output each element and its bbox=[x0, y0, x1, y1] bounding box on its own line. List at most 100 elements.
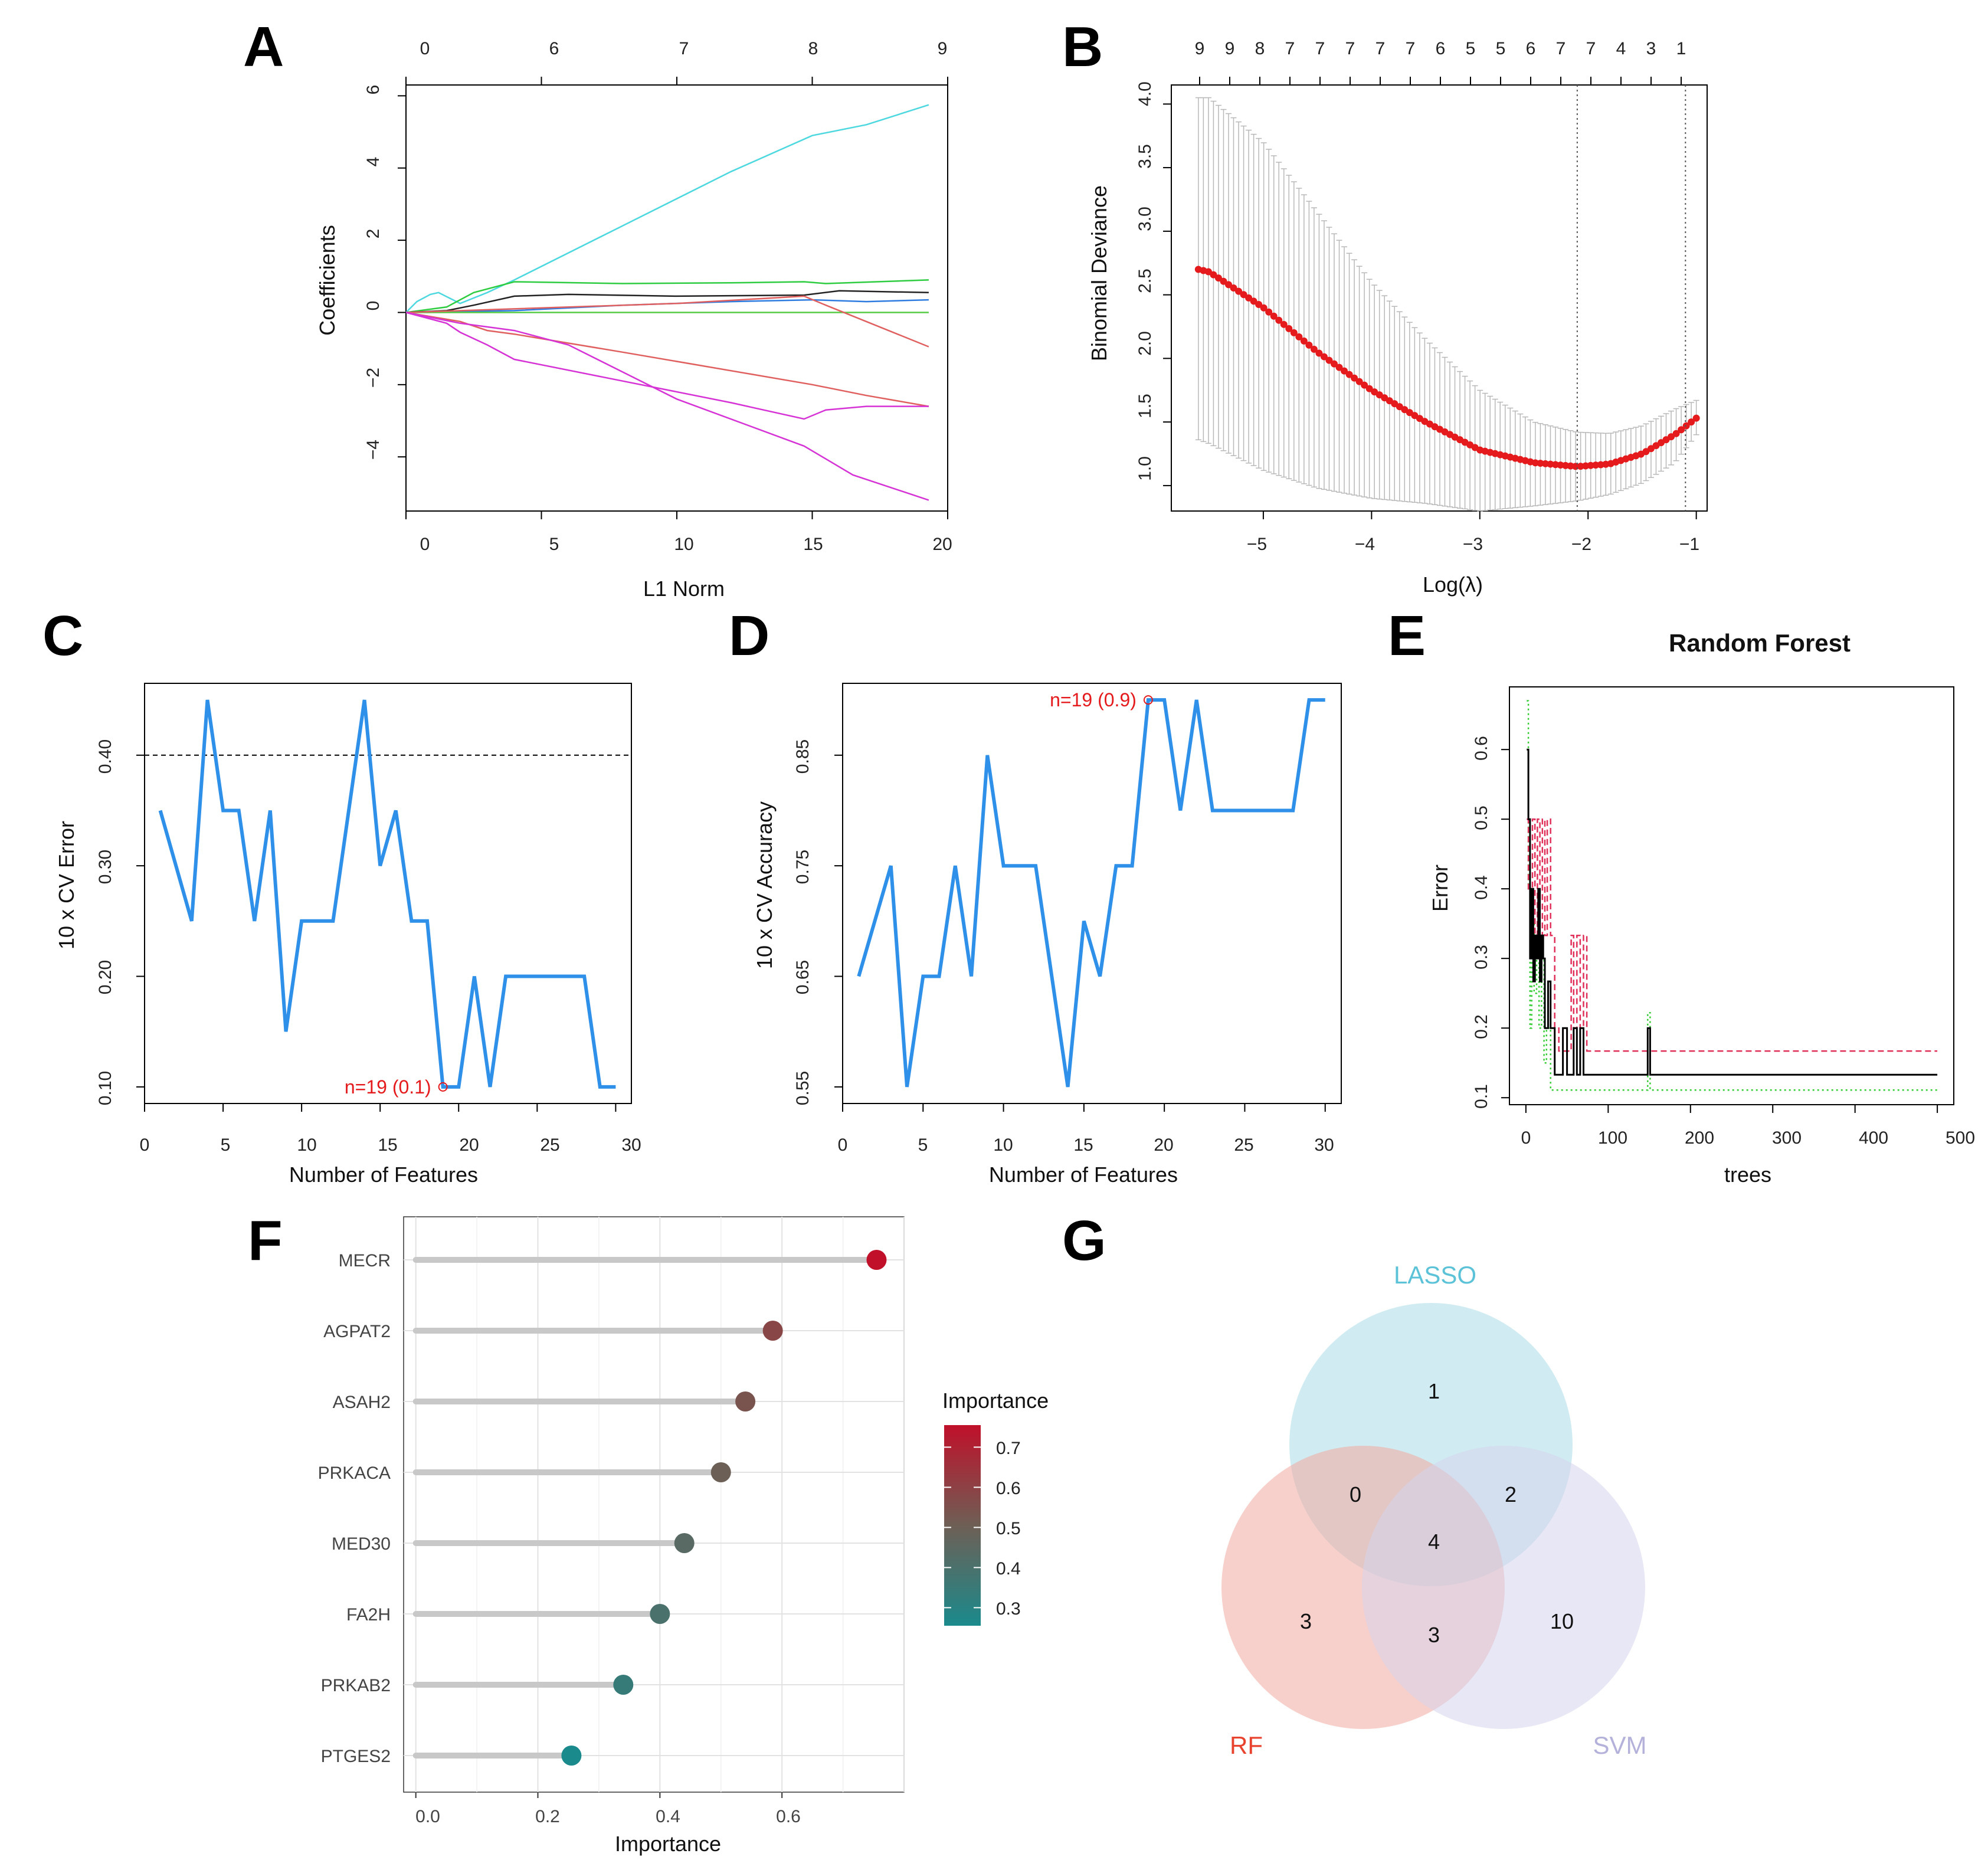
panel-f-axes: MECR AGPAT2 ASAH2 PRKACA MED30 FA2H PRKA… bbox=[318, 1251, 801, 1826]
panel-c-plot: n=19 (0.1) bbox=[136, 699, 631, 1112]
panel-f-x-tick: 0.6 bbox=[776, 1807, 801, 1826]
panel-b-x-tick: −1 bbox=[1679, 535, 1699, 554]
panel-b-y-tick: 2.0 bbox=[1135, 331, 1155, 356]
panel-b-deviance-point bbox=[1355, 378, 1363, 385]
panel-b-deviance-point bbox=[1290, 329, 1298, 336]
panel-b-top-tick: 7 bbox=[1556, 39, 1566, 58]
panel-d-cv-line bbox=[857, 698, 1325, 1088]
panel-b-deviance-point bbox=[1250, 297, 1257, 305]
panel-b-deviance-point bbox=[1361, 381, 1368, 389]
panel-f-legend-tick: 0.7 bbox=[996, 1439, 1021, 1458]
panel-b-top-tick: 7 bbox=[1375, 39, 1386, 58]
panel-b-deviance-point bbox=[1300, 337, 1308, 345]
panel-a-x-tick: 15 bbox=[803, 535, 823, 554]
panel-c-label: C bbox=[42, 604, 83, 667]
panel-f-legend-tick: 0.6 bbox=[996, 1479, 1021, 1498]
panel-f-dot bbox=[674, 1533, 695, 1553]
panel-f-dot bbox=[866, 1250, 887, 1270]
panel-d-y-tick: 0.65 bbox=[793, 960, 813, 994]
panel-b-top-tick: 5 bbox=[1466, 39, 1476, 58]
panel-c-y-tick: 0.40 bbox=[96, 739, 115, 774]
panel-f-category: MED30 bbox=[332, 1534, 391, 1554]
panel-b-top-tick: 7 bbox=[1586, 39, 1596, 58]
panel-b-top-tick: 4 bbox=[1616, 39, 1626, 58]
venn-count-rf-svm: 3 bbox=[1428, 1623, 1440, 1647]
panel-f-category: AGPAT2 bbox=[323, 1322, 391, 1341]
panel-b-top-tick: 7 bbox=[1285, 39, 1295, 58]
panel-b-deviance-point bbox=[1345, 371, 1353, 378]
panel-f-category: MECR bbox=[339, 1251, 391, 1270]
panel-b-deviance-point bbox=[1341, 367, 1348, 375]
panel-b-y-tick: 4.0 bbox=[1135, 81, 1155, 106]
panel-b-x-tick: −3 bbox=[1463, 535, 1483, 554]
panel-a-x-tick: 10 bbox=[674, 535, 693, 554]
panel-a-top-tick: 8 bbox=[808, 39, 818, 58]
panel-b-deviance-point bbox=[1285, 325, 1293, 332]
panel-c-y-tick: 0.20 bbox=[96, 960, 115, 994]
panel-e-axes: 0 100 200 300 400 500 0.1 0.2 0.3 0.4 0.… bbox=[1472, 736, 1975, 1148]
panel-f-legend-tick: 0.3 bbox=[996, 1599, 1021, 1619]
panel-c: C n=19 (0.1) 0 5 10 15 20 25 30 0.10 0.2… bbox=[42, 604, 641, 1187]
panel-b-deviance-point bbox=[1280, 320, 1288, 328]
venn-svm-label: SVM bbox=[1593, 1731, 1646, 1759]
panel-f-x-tick: 0.4 bbox=[656, 1807, 680, 1826]
panel-e-y-tick: 0.4 bbox=[1472, 875, 1491, 900]
panel-f-dot bbox=[762, 1321, 783, 1341]
panel-c-x-label: Number of Features bbox=[289, 1162, 478, 1187]
panel-f-legend-gradient bbox=[944, 1425, 981, 1626]
panel-d-x-tick: 0 bbox=[838, 1135, 848, 1155]
panel-b-y-tick: 1.5 bbox=[1135, 394, 1155, 418]
venn-count-all: 4 bbox=[1428, 1530, 1440, 1554]
panel-a-coef-path bbox=[405, 104, 929, 313]
panel-a-x-tick: 5 bbox=[549, 535, 559, 554]
panel-b-deviance-point bbox=[1678, 426, 1685, 434]
panel-f-category: ASAH2 bbox=[333, 1393, 391, 1412]
panel-b-deviance-point bbox=[1224, 281, 1232, 289]
panel-c-best-marker bbox=[438, 1082, 448, 1092]
panel-d-best-marker bbox=[1143, 695, 1153, 705]
panel-b-deviance-point bbox=[1668, 433, 1675, 441]
panel-c-axes: 0 5 10 15 20 25 30 0.10 0.20 0.30 0.40 bbox=[96, 739, 641, 1155]
panel-e-error-line bbox=[1527, 818, 1938, 1052]
panel-e-x-tick: 300 bbox=[1772, 1128, 1802, 1148]
panel-e-x-label: trees bbox=[1724, 1162, 1771, 1187]
panel-a-y-label: Coefficients bbox=[315, 225, 339, 335]
panel-e-plot bbox=[1501, 700, 1938, 1113]
panel-a-top-tick: 7 bbox=[679, 39, 689, 58]
panel-b-top-tick: 3 bbox=[1646, 39, 1656, 58]
panel-d-x-tick: 15 bbox=[1073, 1135, 1093, 1155]
panel-e-label: E bbox=[1388, 604, 1426, 667]
panel-a-top-tick: 0 bbox=[420, 39, 430, 58]
panel-b-top-tick: 7 bbox=[1345, 39, 1355, 58]
panel-f-category: PTGES2 bbox=[321, 1747, 391, 1766]
panel-f-dot bbox=[710, 1462, 731, 1482]
panel-b-deviance-point bbox=[1688, 418, 1695, 426]
panel-a-y-tick: 2 bbox=[363, 229, 383, 239]
panel-b-deviance-point bbox=[1305, 341, 1313, 349]
panel-b-deviance-point bbox=[1320, 353, 1328, 361]
panel-b-deviance-point bbox=[1325, 356, 1333, 364]
panel-d-label: D bbox=[729, 604, 769, 667]
panel-e-x-tick: 0 bbox=[1521, 1128, 1531, 1148]
panel-e-y-tick: 0.2 bbox=[1472, 1014, 1491, 1039]
panel-a-top-tick: 6 bbox=[549, 39, 559, 58]
panel-e-y-tick: 0.1 bbox=[1472, 1084, 1491, 1109]
panel-b-deviance-point bbox=[1315, 349, 1323, 357]
panel-c-y-tick: 0.10 bbox=[96, 1071, 115, 1105]
panel-c-y-tick: 0.30 bbox=[96, 850, 115, 884]
panel-f-legend-tick: 0.4 bbox=[996, 1559, 1021, 1579]
panel-d-y-tick: 0.85 bbox=[793, 739, 813, 774]
panel-a: A 0 6 7 8 9 0 5 10 15 20 6 4 2 0 −2 −4 L… bbox=[243, 15, 952, 601]
panel-b-deviance-point bbox=[1330, 360, 1338, 368]
panel-a-coef-path bbox=[405, 295, 929, 348]
panel-e-y-label: Error bbox=[1428, 864, 1452, 912]
panel-b-deviance-point bbox=[1270, 312, 1278, 320]
panel-d-plot: n=19 (0.9) bbox=[834, 689, 1326, 1112]
panel-e-title: Random Forest bbox=[1669, 629, 1851, 657]
panel-d-y-tick: 0.55 bbox=[793, 1071, 813, 1105]
panel-b-deviance-point bbox=[1220, 277, 1227, 285]
panel-b-frame bbox=[1171, 84, 1708, 512]
panel-a-x-tick: 20 bbox=[932, 535, 952, 554]
panel-f: F MECR AGPAT2 ASAH2 PRKACA MED30 FA2H PR… bbox=[248, 1209, 1049, 1856]
